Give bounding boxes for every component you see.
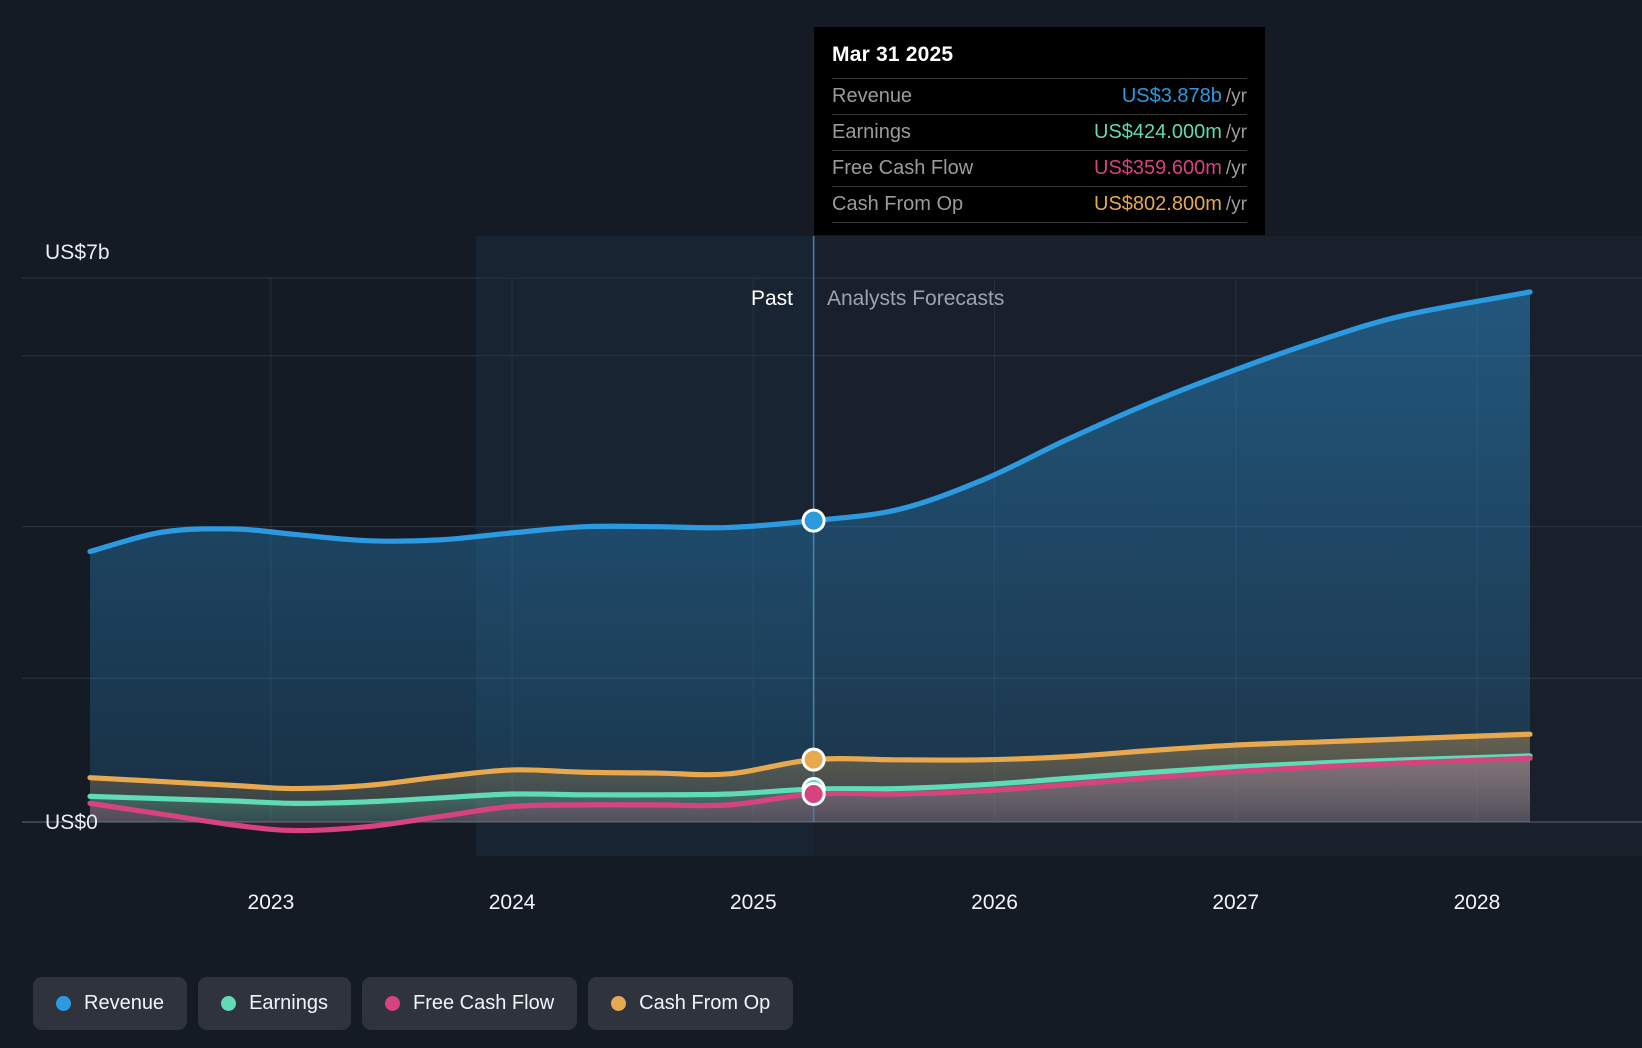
tooltip-metric-label: Revenue [832,85,913,107]
x-axis-label-2024: 2024 [488,891,536,914]
marker-cash-from-op [801,747,826,772]
legend-item-label: Cash From Op [639,992,771,1014]
tooltip-rows: Revenue US$3.878b/yr Earnings US$424.000m/y… [832,78,1247,223]
x-axis-label-2025: 2025 [729,891,777,914]
tooltip-metric-value-group: US$359.600m/yr [1094,157,1247,180]
tooltip-metric-label: Earnings [832,121,911,143]
legend-color-dot-icon [611,996,627,1011]
tooltip-metric-value: US$802.800m [1094,193,1222,215]
tooltip-row: Free Cash Flow US$359.600m/yr [832,150,1247,186]
tooltip-metric-value: US$3.878b [1121,85,1222,107]
line-revenue [87,289,1533,555]
y-axis-top-label: US$7b [45,241,110,264]
tooltip-metric-value-group: US$3.878b/yr [1122,85,1247,108]
tooltip-row: Cash From Op US$802.800m/yr [832,186,1247,223]
legend-item-earnings[interactable]: Earnings [198,977,351,1030]
chart-plot-area [0,236,1642,856]
forecast-segment-label: Analysts Forecasts [827,287,1005,310]
tooltip-metric-unit: /yr [1225,122,1247,143]
tooltip-metric-value: US$424.000m [1094,121,1222,143]
legend-item-free-cash-flow[interactable]: Free Cash Flow [362,977,578,1030]
line-free-cash-flow [87,755,1533,834]
legend-color-dot-icon [385,996,400,1011]
legend-item-label: Earnings [249,992,328,1014]
tooltip-metric-unit: /yr [1225,158,1247,179]
x-axis-label-2028: 2028 [1453,891,1501,914]
tooltip-metric-unit: /yr [1225,86,1247,107]
legend-color-dot-icon [56,996,71,1011]
tooltip-metric-label: Free Cash Flow [832,157,974,179]
legend-item-label: Free Cash Flow [413,992,555,1014]
line-cash-from-op [87,731,1533,792]
line-earnings [87,753,1533,806]
area-revenue [90,291,1530,822]
tooltip-metric-value: US$359.600m [1094,157,1222,179]
legend-item-cash-from-op[interactable]: Cash From Op [588,977,794,1030]
tooltip-row: Revenue US$3.878b/yr [832,78,1247,114]
tooltip-row: Earnings US$424.000m/yr [832,114,1247,150]
tooltip-metric-value-group: US$802.800m/yr [1094,193,1247,216]
y-axis-zero-label: US$0 [45,811,98,834]
x-axis-label-2027: 2027 [1212,891,1260,914]
tooltip-date: Mar 31 2025 [832,43,954,66]
marker-free-cash-flow [801,782,826,807]
marker-revenue [801,508,826,533]
tooltip-metric-label: Cash From Op [832,193,964,215]
legend-item-revenue[interactable]: Revenue [33,977,188,1030]
x-axis-label-2026: 2026 [971,891,1018,914]
x-axis-label-2023: 2023 [247,891,295,914]
chart-legend: Revenue Earnings Free Cash Flow Cash From O… [33,977,794,1030]
legend-item-label: Revenue [84,992,165,1014]
tooltip-metric-unit: /yr [1225,194,1247,215]
tooltip-metric-value-group: US$424.000m/yr [1094,121,1247,144]
data-tooltip: Mar 31 2025 Revenue US$3.878b/yr Earnings U… [814,27,1265,235]
past-segment-label: Past [751,287,794,310]
legend-color-dot-icon [221,996,237,1011]
chart-canvas [0,236,1642,856]
